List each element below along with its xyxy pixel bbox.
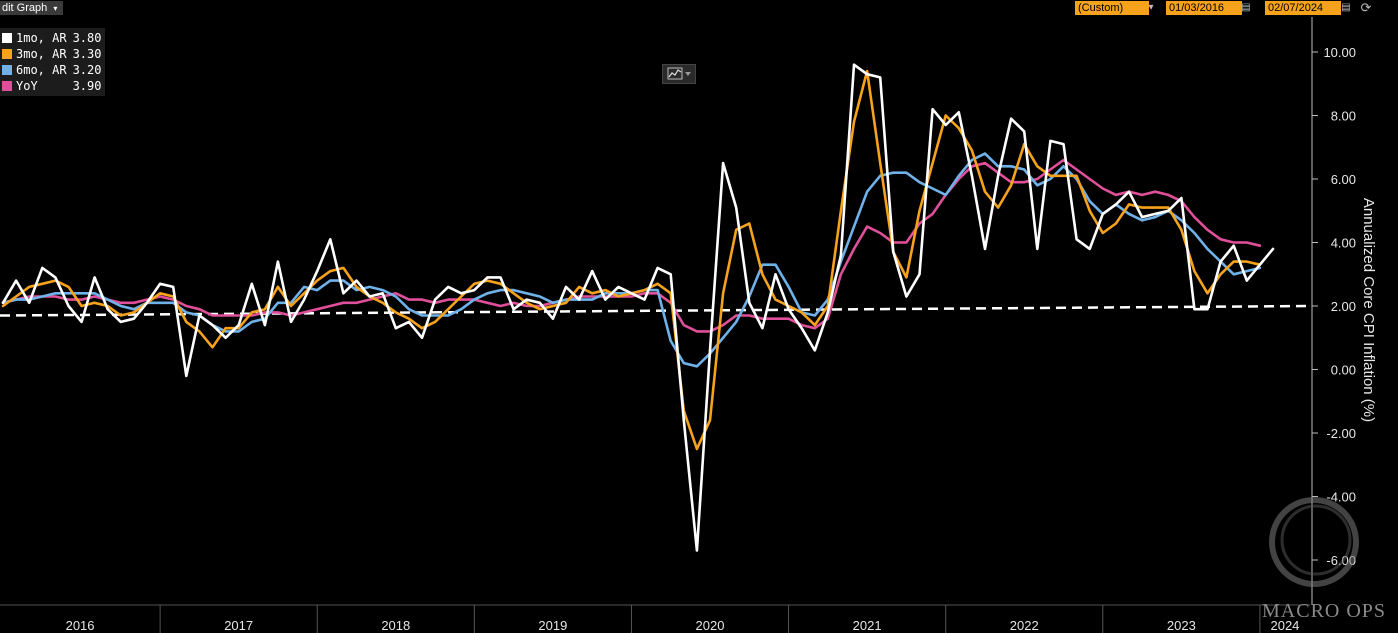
y-tick-label: 4.00 <box>1331 236 1356 251</box>
y-tick-label: 2.00 <box>1331 299 1356 314</box>
x-tick-label: 2017 <box>224 618 253 633</box>
macro-ops-logo <box>1269 497 1359 587</box>
legend-swatch <box>2 65 12 75</box>
y-tick-label: 8.00 <box>1331 109 1356 124</box>
period-select-label: (Custom) <box>1078 2 1124 14</box>
x-tick-label: 2024 <box>1270 618 1299 633</box>
x-tick-label: 2022 <box>1010 618 1039 633</box>
y-tick-label: 6.00 <box>1331 172 1356 187</box>
series-line-3mo-ar <box>1 69 1262 451</box>
legend-swatch <box>2 49 12 59</box>
calendar-icon[interactable]: ▤ <box>1341 2 1351 13</box>
period-select[interactable]: (Custom) <box>1075 1 1149 15</box>
x-tick-label: 2023 <box>1167 618 1196 633</box>
legend-item[interactable]: YoY 3.90 <box>2 78 101 94</box>
series-line-6mo-ar <box>1 152 1262 368</box>
legend-value: 3.80 <box>72 31 102 45</box>
legend-label: YoY <box>16 79 67 93</box>
x-tick-label: 2020 <box>696 618 725 633</box>
x-tick-label: 2021 <box>853 618 882 633</box>
toolbar: dit Graph ▾ (Custom) ▾ 01/03/2016 ▤ 02/0… <box>0 0 1398 17</box>
target-2pct-reference-line <box>0 304 1311 317</box>
start-date-field[interactable]: 01/03/2016 <box>1166 1 1242 15</box>
reference-line-layer <box>0 304 1311 317</box>
series-layer <box>1 63 1275 552</box>
series-line-1mo-ar <box>1 63 1275 552</box>
calendar-icon[interactable]: ▤ <box>1241 2 1251 13</box>
y-tick-label: 10.00 <box>1323 45 1356 60</box>
legend-value: 3.30 <box>72 47 102 61</box>
y-tick-label: -2.00 <box>1326 426 1356 441</box>
legend-label: 6mo, AR <box>16 63 67 77</box>
series-line-yoy <box>1 158 1262 333</box>
legend: 1mo, AR 3.80 3mo, AR 3.30 6mo, AR 3.20 YoY 3.9… <box>0 28 106 96</box>
legend-swatch <box>2 33 12 43</box>
y-tick-label: -4.00 <box>1326 490 1356 505</box>
legend-value: 3.20 <box>72 63 102 77</box>
legend-label: 3mo, AR <box>16 47 67 61</box>
legend-label: 1mo, AR <box>16 31 67 45</box>
legend-item[interactable]: 1mo, AR 3.80 <box>2 30 101 46</box>
x-axis: 2016 2017 2018 2019 2020 2021 2022 2023 2024 <box>0 604 1310 633</box>
y-axis-label: Annualized Core CPI Inflation (%) <box>1360 198 1377 422</box>
x-tick-label: 2016 <box>66 618 95 633</box>
legend-swatch <box>2 81 12 91</box>
x-tick-label: 2018 <box>381 618 410 633</box>
edit-graph-button[interactable]: dit Graph ▾ <box>0 1 64 15</box>
x-tick-label: 2019 <box>538 618 567 633</box>
edit-graph-label: dit Graph <box>2 2 48 14</box>
legend-item[interactable]: 6mo, AR 3.20 <box>2 62 101 78</box>
line-chart-icon <box>667 67 691 80</box>
y-tick-label: 0.00 <box>1331 363 1356 378</box>
dropdown-arrow-icon: ▾ <box>53 4 58 13</box>
watermark-text: MACRO OPS <box>1262 600 1387 622</box>
legend-item[interactable]: 3mo, AR 3.30 <box>2 46 101 62</box>
refresh-icon[interactable]: ⟳ <box>1360 0 1372 15</box>
chart-type-button[interactable] <box>662 64 696 84</box>
period-dropdown-arrow-icon[interactable]: ▾ <box>1148 2 1154 13</box>
end-date-field[interactable]: 02/07/2024 <box>1265 1 1341 15</box>
legend-value: 3.90 <box>72 79 102 93</box>
